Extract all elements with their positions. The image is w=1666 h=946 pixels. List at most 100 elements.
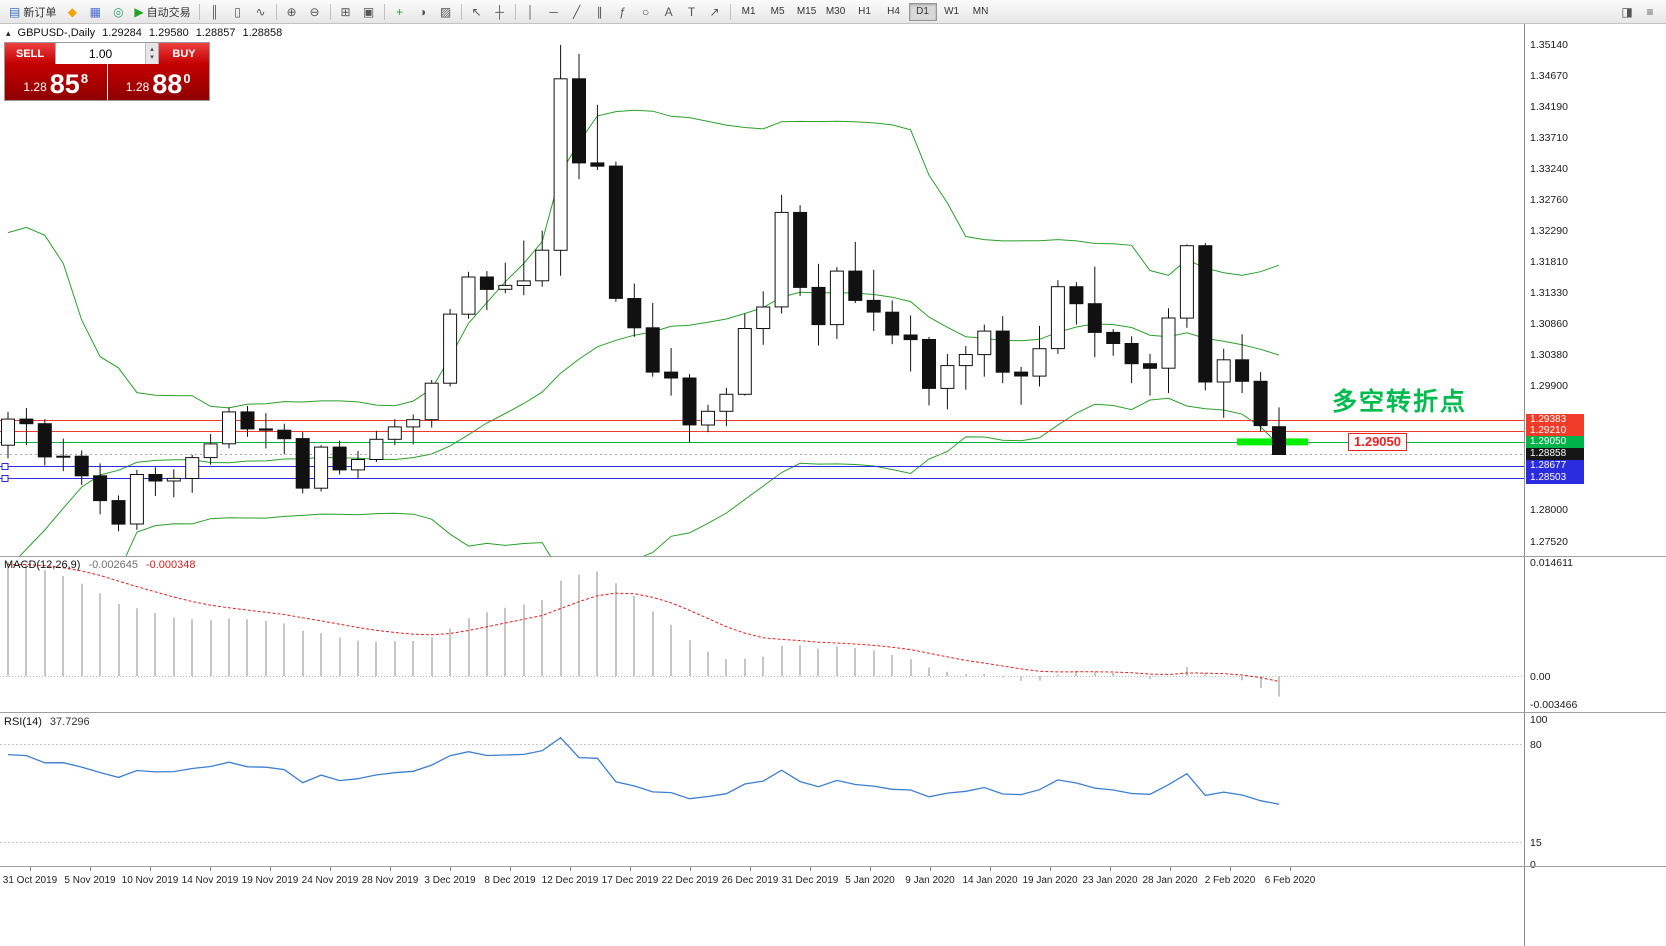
candle[interactable] [443, 313, 458, 384]
autotrade-button[interactable]: ▶ 自动交易 [130, 2, 194, 22]
candle[interactable] [314, 446, 329, 489]
trendline-button[interactable]: ╱ [566, 2, 588, 22]
candle[interactable] [977, 330, 992, 356]
tile-windows-button[interactable]: ⊞ [335, 2, 357, 22]
periods-button[interactable]: ◑ [412, 2, 434, 22]
candle[interactable] [1179, 245, 1194, 319]
candle[interactable] [129, 474, 144, 525]
candle[interactable] [1106, 331, 1121, 344]
candle[interactable] [1087, 303, 1102, 333]
timeframe-m15-button[interactable]: M15 [793, 3, 821, 21]
text-button[interactable]: A [658, 2, 680, 22]
timeframe-m1-button[interactable]: M1 [735, 3, 763, 21]
candle[interactable] [535, 249, 550, 282]
horizontal-line-button[interactable]: ─ [543, 2, 565, 22]
panel-divider[interactable] [0, 556, 1666, 557]
rsi-panel[interactable] [0, 713, 1524, 866]
candle[interactable] [1050, 286, 1065, 350]
candle[interactable] [185, 457, 200, 480]
candle[interactable] [424, 382, 439, 421]
sell-button[interactable]: SELL [5, 43, 55, 64]
panel-divider[interactable] [0, 712, 1666, 713]
candle[interactable] [1161, 317, 1176, 369]
label-button[interactable]: T [681, 2, 703, 22]
candle[interactable] [793, 211, 808, 288]
rsi-canvas[interactable] [0, 713, 1524, 866]
candle[interactable] [664, 371, 679, 379]
candle[interactable] [701, 410, 715, 426]
candle[interactable] [774, 211, 789, 308]
time-axis[interactable]: 31 Oct 2019 5 Nov 2019 10 Nov 2019 14 Nov 2… [0, 866, 1524, 946]
candle[interactable] [829, 270, 844, 326]
candle[interactable] [1216, 359, 1231, 383]
candle[interactable] [958, 354, 973, 367]
macd-canvas[interactable] [0, 557, 1524, 712]
buy-button[interactable]: BUY [159, 43, 209, 64]
candle[interactable] [1253, 380, 1268, 427]
chart-annotation-text[interactable]: 多空转折点 [1332, 388, 1468, 416]
candle[interactable] [19, 418, 34, 425]
panel-divider[interactable] [0, 866, 1666, 867]
line-handle[interactable] [1, 463, 9, 470]
window-dock-button[interactable]: ◨ [1616, 2, 1638, 22]
candle[interactable] [1, 418, 15, 446]
chart-profiles-button[interactable]: ◆ [61, 2, 83, 22]
candle[interactable] [627, 298, 642, 329]
candle[interactable] [93, 475, 108, 502]
candle[interactable] [332, 446, 347, 471]
candle[interactable] [645, 327, 660, 373]
candle[interactable] [351, 459, 365, 471]
candle[interactable] [240, 411, 255, 430]
candle[interactable] [1124, 343, 1139, 365]
candle[interactable] [277, 429, 292, 440]
candle[interactable] [516, 280, 531, 286]
timeframe-h1-button[interactable]: H1 [851, 3, 879, 21]
candlestick-chart-button[interactable]: ▯ [227, 2, 249, 22]
timeframe-w1-button[interactable]: W1 [938, 3, 966, 21]
candle[interactable] [608, 165, 623, 299]
candle[interactable] [166, 477, 181, 482]
candle[interactable] [1032, 348, 1047, 377]
candle[interactable] [719, 393, 734, 412]
buy-price-button[interactable]: 1.28 88 0 [107, 64, 209, 100]
timeframe-h4-button[interactable]: H4 [880, 3, 908, 21]
candle[interactable] [1014, 371, 1029, 377]
candle[interactable] [885, 311, 900, 336]
candle[interactable] [553, 78, 568, 251]
candle[interactable] [1143, 363, 1157, 369]
macd-panel[interactable] [0, 557, 1524, 712]
candle[interactable] [148, 474, 163, 482]
candle[interactable] [387, 426, 402, 440]
market-watch-button[interactable]: ▦ [84, 2, 106, 22]
candle[interactable] [461, 276, 476, 315]
sell-price-button[interactable]: 1.28 85 8 [5, 64, 107, 100]
candle[interactable] [572, 78, 586, 164]
fibonacci-button[interactable]: ƒ [612, 2, 634, 22]
timeframe-mn-button[interactable]: MN [967, 3, 995, 21]
candle[interactable] [940, 365, 955, 389]
candle[interactable] [737, 328, 752, 395]
candle[interactable] [369, 438, 384, 460]
candle[interactable] [1235, 359, 1250, 382]
channel-button[interactable]: ∥ [589, 2, 611, 22]
crosshair-button[interactable]: ┼ [489, 2, 511, 22]
zoom-out-button[interactable]: ⊖ [304, 2, 326, 22]
candle[interactable] [922, 339, 936, 389]
candle[interactable] [1198, 245, 1213, 383]
candle[interactable] [1069, 286, 1084, 305]
candle[interactable] [74, 455, 89, 477]
candle[interactable] [258, 428, 273, 431]
cursor-button[interactable]: ↖ [466, 2, 488, 22]
navigator-button[interactable]: ◎ [107, 2, 129, 22]
cascade-windows-button[interactable]: ▣ [358, 2, 380, 22]
candle[interactable] [848, 270, 863, 301]
volume-decrease-button[interactable]: ▾ [150, 53, 154, 61]
price-tag-label[interactable]: 1.29050 [1348, 433, 1407, 451]
price-chart-panel[interactable] [0, 24, 1524, 556]
timeframe-m5-button[interactable]: M5 [764, 3, 792, 21]
candle[interactable] [903, 334, 918, 341]
templates-button[interactable]: ▨ [435, 2, 457, 22]
candle[interactable] [222, 411, 236, 445]
indicators-button[interactable]: + [389, 2, 411, 22]
candle[interactable] [295, 438, 310, 489]
